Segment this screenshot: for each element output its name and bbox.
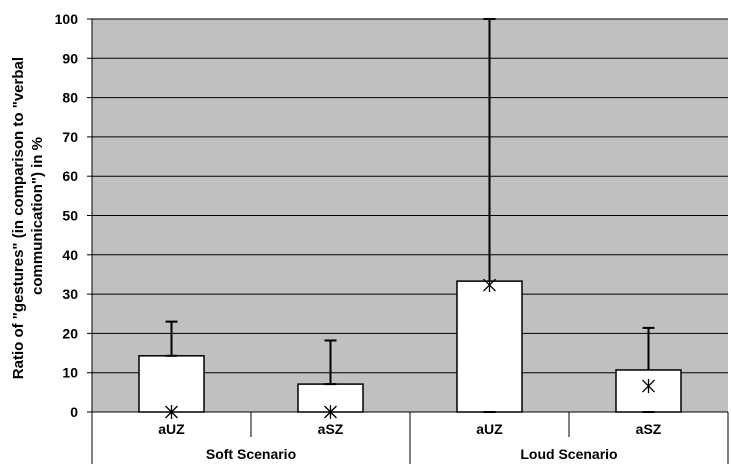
bar-group — [138, 320, 205, 419]
category-label: aUZ — [158, 421, 185, 437]
category-label: aSZ — [318, 421, 344, 437]
median-marker — [165, 405, 178, 419]
y-axis-label-line-1: Ratio of "gestures" (in comparison to "v… — [10, 57, 27, 379]
y-axis-label-line-2: communication") in % — [29, 137, 46, 295]
bar — [456, 280, 523, 413]
y-tick-label: 10 — [62, 365, 78, 381]
y-tick-label: 90 — [62, 50, 78, 66]
y-tick-label: 20 — [62, 325, 78, 341]
y-tick-label: 100 — [55, 11, 79, 27]
bars — [138, 18, 682, 419]
y-tick-label: 50 — [62, 208, 78, 224]
group-label: Soft Scenario — [206, 446, 296, 462]
category-label: aSZ — [636, 421, 662, 437]
group-label: Loud Scenario — [520, 446, 617, 462]
y-tick-label: 40 — [62, 247, 78, 263]
y-tick-label: 60 — [62, 168, 78, 184]
bar — [138, 355, 205, 413]
median-marker — [483, 278, 496, 293]
bar-group — [615, 326, 682, 413]
category-label: aUZ — [476, 421, 503, 437]
y-axis-label: Ratio of "gestures" (in comparison to "v… — [10, 53, 46, 379]
x-axis-categories: aUZ aSZ Soft Scenario aUZ aSZ Loud Scenario — [91, 412, 729, 464]
bar-group — [456, 18, 523, 413]
median-marker — [642, 379, 655, 394]
y-tick-label: 70 — [62, 129, 78, 145]
y-axis-ticks: 0 10 20 30 40 50 60 70 80 90 100 — [55, 11, 93, 420]
gridlines — [92, 18, 728, 413]
median-marker — [324, 405, 337, 419]
y-tick-label: 0 — [70, 404, 78, 420]
bar-group — [297, 339, 364, 419]
y-tick-label: 80 — [62, 90, 78, 106]
y-tick-label: 30 — [62, 286, 78, 302]
